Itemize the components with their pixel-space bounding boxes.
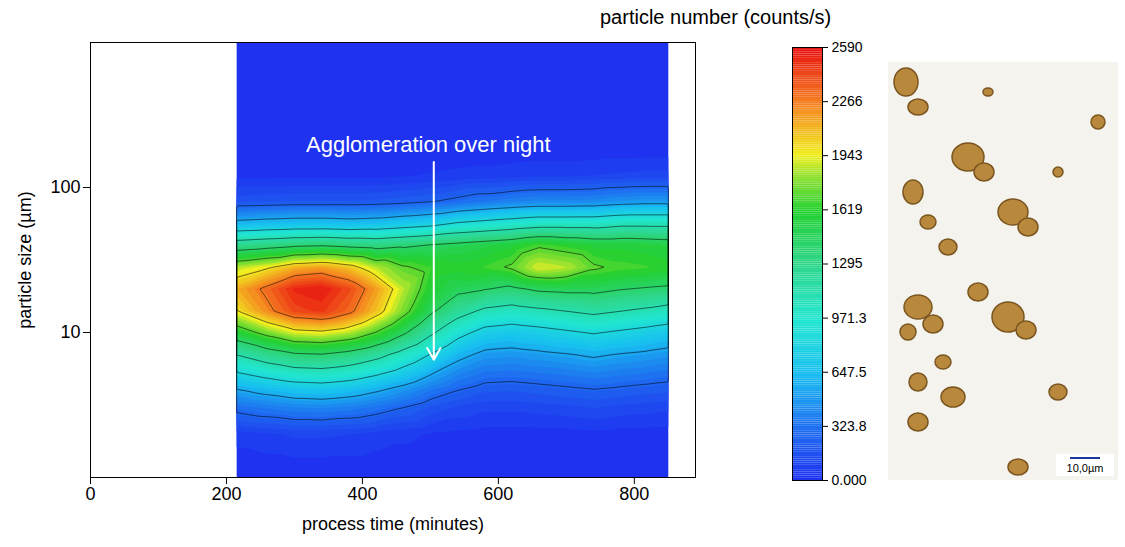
svg-text:1943: 1943 <box>832 147 863 163</box>
svg-text:0: 0 <box>85 484 95 504</box>
svg-text:323.8: 323.8 <box>832 418 867 434</box>
svg-text:Agglomeration over night: Agglomeration over night <box>306 132 551 157</box>
svg-text:2590: 2590 <box>832 39 863 55</box>
svg-text:particle size (µm): particle size (µm) <box>15 191 35 328</box>
html-text:particle number (counts/s): particle number (counts/s) <box>600 6 832 28</box>
svg-text:600: 600 <box>483 484 513 504</box>
svg-text:process time (minutes): process time (minutes) <box>302 514 484 534</box>
svg-text:100: 100 <box>50 177 80 197</box>
svg-text:10: 10 <box>60 322 80 342</box>
svg-text:200: 200 <box>211 484 241 504</box>
svg-text:647.5: 647.5 <box>832 364 867 380</box>
svg-text:400: 400 <box>347 484 377 504</box>
svg-text:0.000: 0.000 <box>832 472 867 488</box>
svg-text:800: 800 <box>619 484 649 504</box>
svg-text:971.3: 971.3 <box>832 310 867 326</box>
svg-text:10,0µm: 10,0µm <box>1067 462 1104 474</box>
svg-text:2266: 2266 <box>832 93 863 109</box>
svg-text:1295: 1295 <box>832 255 863 271</box>
svg-text:1619: 1619 <box>832 201 863 217</box>
